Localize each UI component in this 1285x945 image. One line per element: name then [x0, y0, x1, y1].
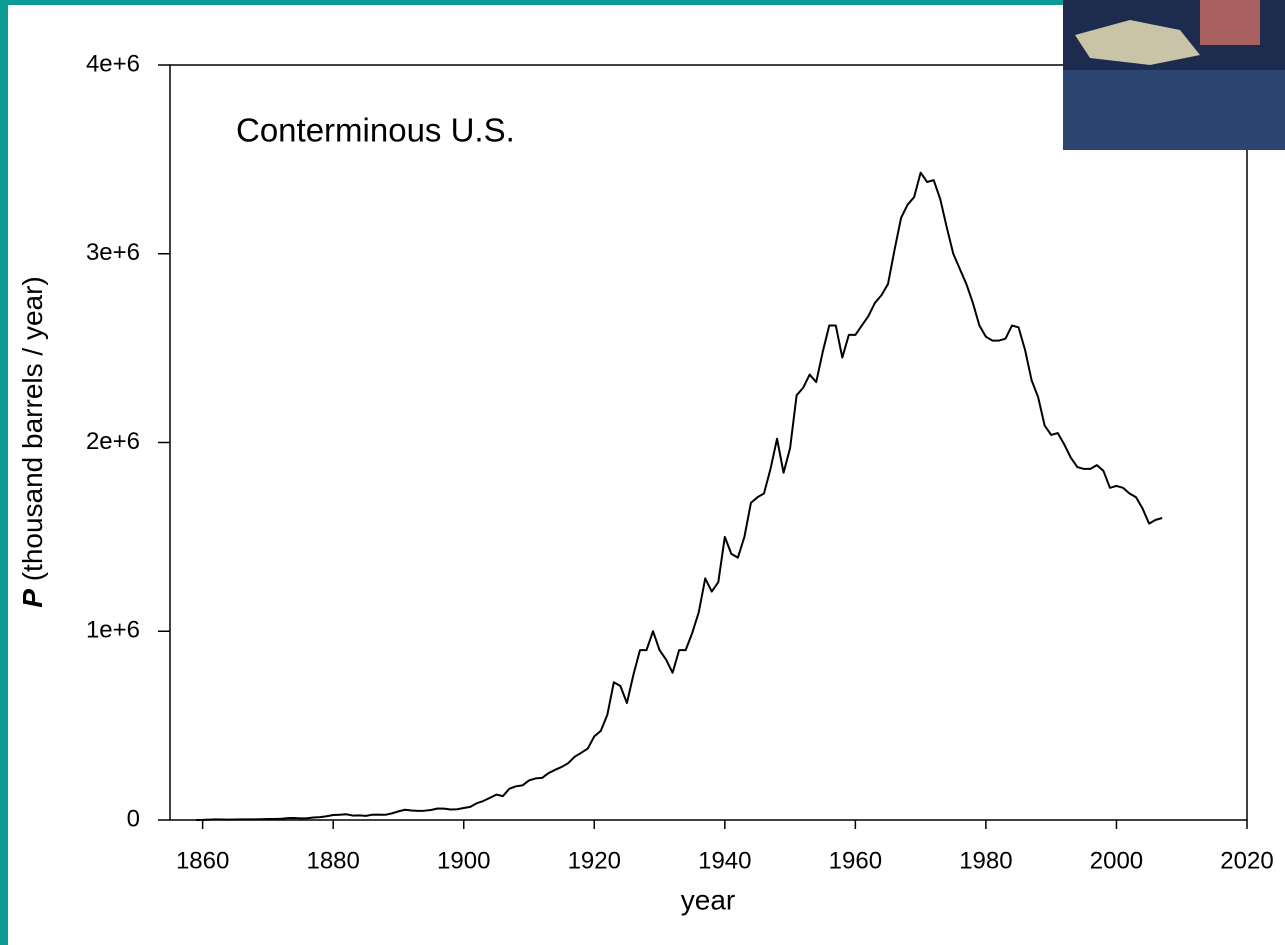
y-tick-label: 2e+6 — [86, 428, 140, 455]
frame-top — [0, 0, 1285, 5]
y-tick-label: 4e+6 — [86, 50, 140, 77]
annotation: Conterminous U.S. — [236, 112, 515, 149]
photo-detail — [1200, 0, 1260, 45]
photo — [1063, 0, 1285, 150]
x-tick-label: 1880 — [306, 847, 359, 874]
x-axis-label: year — [681, 884, 735, 915]
photo-ship — [1075, 20, 1200, 65]
y-tick-label: 0 — [127, 805, 140, 832]
y-tick-label: 3e+6 — [86, 239, 140, 266]
y-tick-label: 1e+6 — [86, 617, 140, 644]
frame-left — [0, 0, 8, 945]
line — [196, 171, 1163, 821]
x-tick-label: 1900 — [437, 847, 490, 874]
x-tick-label: 1940 — [698, 847, 751, 874]
x-tick-label: 2000 — [1090, 847, 1143, 874]
x-tick-label: 1920 — [568, 847, 621, 874]
x-tick-label: 2020 — [1220, 847, 1273, 874]
photo-water — [1063, 70, 1285, 150]
x-tick-label: 1860 — [176, 847, 229, 874]
y-axis-label: P (thousand barrels / year) — [17, 276, 48, 608]
y-axis-text: (thousand barrels / year) — [17, 276, 48, 581]
y-axis-symbol: P — [17, 589, 48, 608]
x-tick-label: 1980 — [959, 847, 1012, 874]
x-tick-label: 1960 — [829, 847, 882, 874]
